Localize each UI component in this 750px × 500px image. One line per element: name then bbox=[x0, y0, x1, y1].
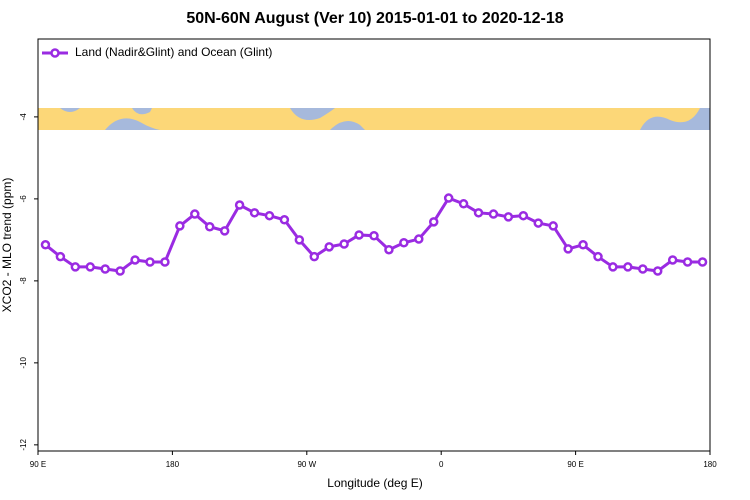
point bbox=[518, 210, 529, 221]
point bbox=[578, 240, 588, 250]
point bbox=[667, 255, 678, 265]
point bbox=[115, 266, 125, 276]
point bbox=[458, 199, 469, 209]
point bbox=[369, 231, 379, 241]
point bbox=[324, 242, 334, 252]
point bbox=[503, 212, 514, 222]
x-tick-label: 180 bbox=[703, 460, 717, 469]
point bbox=[160, 257, 170, 267]
legend-label: Land (Nadir&Glint) and Ocean (Glint) bbox=[75, 45, 272, 59]
point bbox=[384, 244, 394, 255]
legend-marker bbox=[50, 48, 60, 58]
point bbox=[682, 257, 693, 267]
point bbox=[638, 264, 648, 274]
point bbox=[279, 215, 290, 225]
x-tick-label: 0 bbox=[439, 460, 444, 469]
point bbox=[399, 237, 409, 248]
point bbox=[294, 235, 305, 245]
y-tick-label: -8 bbox=[19, 277, 28, 285]
point bbox=[443, 193, 454, 203]
x-tick-label: 90 E bbox=[567, 460, 583, 469]
point bbox=[175, 221, 185, 231]
point bbox=[354, 230, 364, 240]
point bbox=[234, 200, 245, 210]
map-strip bbox=[38, 108, 710, 130]
plot-frame bbox=[37, 38, 711, 452]
point bbox=[85, 262, 96, 272]
point bbox=[593, 251, 603, 262]
point bbox=[428, 217, 439, 227]
y-tick-label: -10 bbox=[19, 357, 28, 369]
point bbox=[608, 262, 618, 272]
point bbox=[145, 257, 155, 267]
x-tick-label: 180 bbox=[166, 460, 180, 469]
point bbox=[488, 209, 499, 219]
point bbox=[249, 208, 260, 218]
point bbox=[414, 234, 424, 244]
point bbox=[100, 264, 110, 274]
point bbox=[697, 257, 708, 267]
x-axis-label: Longitude (deg E) bbox=[327, 476, 422, 490]
x-tick-label: 90 W bbox=[297, 460, 316, 469]
point bbox=[70, 262, 81, 272]
point bbox=[40, 240, 51, 250]
point bbox=[130, 255, 140, 265]
y-axis-label: XCO2 - MLO trend (ppm) bbox=[0, 178, 14, 313]
point bbox=[55, 251, 66, 262]
point bbox=[652, 266, 663, 276]
y-tick-label: -12 bbox=[19, 439, 28, 451]
point bbox=[219, 226, 230, 236]
point bbox=[339, 239, 349, 249]
point bbox=[548, 221, 558, 231]
point bbox=[563, 244, 573, 254]
point bbox=[264, 210, 275, 221]
chart-title: 50N-60N August (Ver 10) 2015-01-01 to 20… bbox=[186, 10, 563, 27]
point bbox=[190, 209, 200, 219]
x-tick-label: 90 E bbox=[30, 460, 46, 469]
y-tick-label: -6 bbox=[19, 195, 28, 203]
point bbox=[309, 251, 320, 262]
point bbox=[473, 208, 484, 218]
point bbox=[204, 222, 215, 232]
point bbox=[623, 262, 633, 272]
y-tick-label: -4 bbox=[19, 113, 28, 121]
point bbox=[533, 218, 544, 228]
